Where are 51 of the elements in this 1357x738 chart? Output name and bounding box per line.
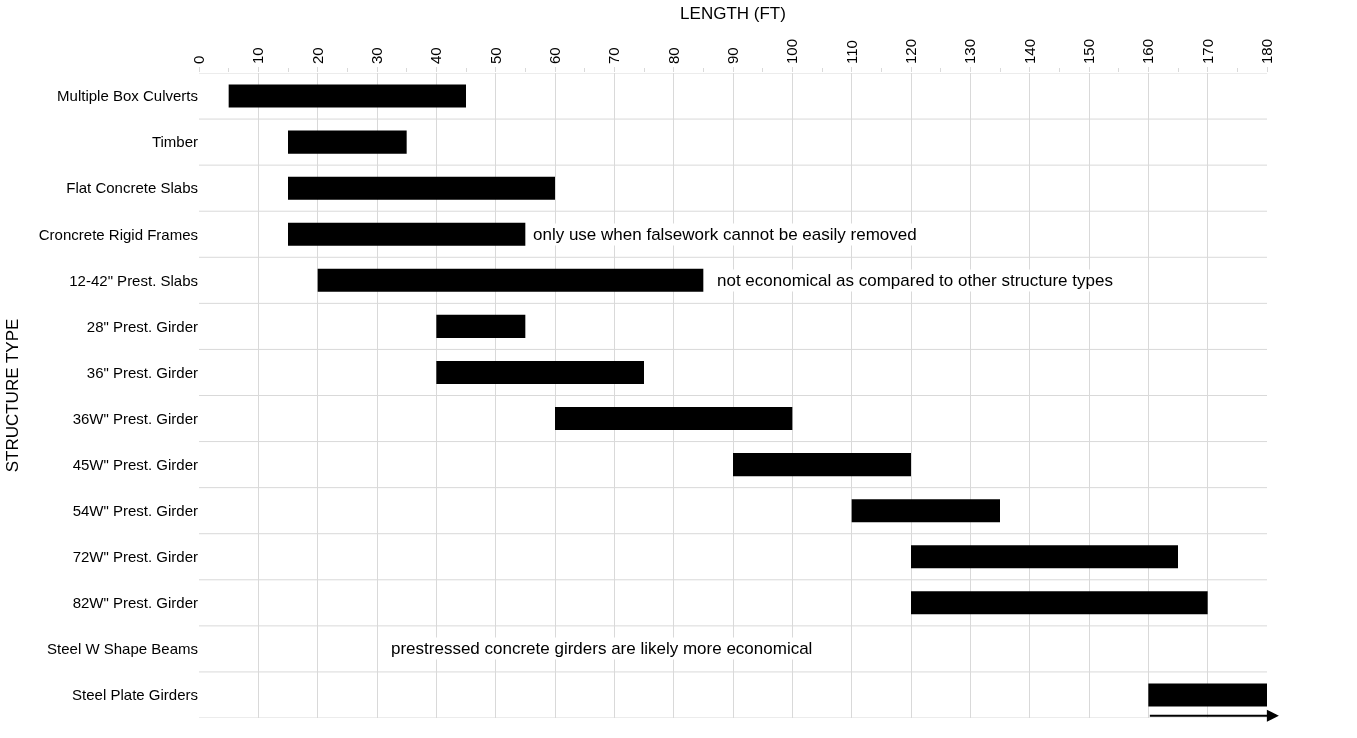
x-tick-label: 170: [1198, 38, 1216, 64]
y-tick-label: 36" Prest. Girder: [86, 363, 198, 381]
x-tick-label: 80: [664, 47, 682, 64]
bar: [436, 314, 526, 338]
x-tick-label: 20: [308, 47, 326, 64]
x-tick-label: 150: [1079, 38, 1097, 64]
bar: [555, 407, 793, 431]
bar: [317, 268, 704, 292]
x-tick-label: 30: [367, 47, 385, 64]
x-tick-label: 110: [842, 40, 860, 64]
x-tick-label: 140: [1020, 38, 1038, 64]
y-tick-label: Steel Plate Girders: [72, 686, 198, 704]
x-tick-label: 120: [901, 38, 919, 64]
y-tick-label: 82W" Prest. Girder: [72, 594, 198, 612]
bar: [733, 453, 911, 477]
x-tick-label: 70: [605, 47, 623, 64]
x-tick-label: 130: [961, 38, 979, 64]
y-tick-label: 12-42" Prest. Slabs: [69, 271, 198, 289]
x-axis-title: LENGTH (FT): [680, 3, 786, 23]
annotation: only use when falsework cannot be easily removed: [533, 225, 917, 244]
x-tick-label: 100: [783, 38, 801, 64]
y-tick-label: Croncrete Rigid Frames: [38, 225, 198, 243]
y-tick-label: Multiple Box Culverts: [57, 87, 198, 105]
x-tick-label: 50: [486, 47, 504, 64]
y-tick-label: Steel W Shape Beams: [47, 640, 198, 658]
bar: [228, 84, 466, 108]
x-tick-label: 0: [189, 55, 207, 64]
annotation: prestressed concrete girders are likely more economical: [391, 639, 813, 658]
x-tick-label: 160: [1139, 38, 1157, 64]
x-tick-label: 180: [1257, 38, 1275, 64]
y-tick-label: 36W" Prest. Girder: [72, 409, 198, 427]
bar: [288, 222, 526, 246]
bar: [911, 545, 1178, 569]
y-tick-label: 72W" Prest. Girder: [72, 548, 198, 565]
y-tick-label: 28" Prest. Girder: [86, 317, 198, 335]
x-tick-label: 90: [723, 47, 741, 64]
bar: [288, 176, 555, 200]
bar: [288, 130, 407, 154]
annotation: not economical as compared to other structure types: [717, 271, 1113, 290]
x-tick-label: 40: [427, 47, 445, 64]
bar: [851, 499, 1000, 523]
x-tick-label: 10: [249, 47, 267, 64]
bar: [1148, 683, 1267, 707]
y-tick-label: 54W" Prest. Girder: [72, 501, 198, 519]
bar: [436, 360, 644, 384]
y-tick-label: Flat Concrete Slabs: [66, 179, 198, 197]
x-tick-label: 60: [545, 47, 563, 64]
y-axis-title: STRUCTURE TYPE: [3, 318, 23, 473]
bar: [911, 591, 1208, 615]
y-tick-label: 45W" Prest. Girder: [72, 455, 198, 473]
y-tick-label: Timber: [151, 133, 198, 151]
